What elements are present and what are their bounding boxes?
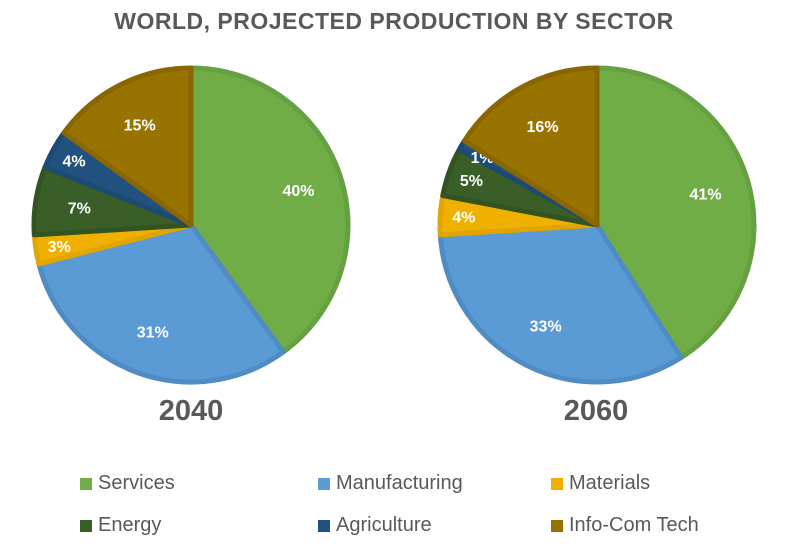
chart-title: WORLD, PROJECTED PRODUCTION BY SECTOR	[114, 8, 674, 34]
pie-slice-manufacturing	[36, 222, 286, 385]
legend-item-energy: Energy	[80, 514, 161, 537]
legend-label: Materials	[569, 472, 651, 494]
data-label-services: 41%	[690, 186, 722, 203]
legend-item-agriculture: Agriculture	[318, 514, 432, 537]
year-label-2040: 2040	[158, 395, 224, 427]
data-label-manufacturing: 31%	[137, 324, 169, 341]
legend-swatch-agriculture	[318, 519, 330, 532]
legend-item-info-com-tech: Info-Com Tech	[551, 514, 699, 537]
legend-swatch-info-com-tech	[551, 519, 563, 532]
legend-label: Manufacturing	[336, 472, 463, 494]
legend-swatch-manufacturing	[318, 477, 330, 490]
data-label-info-com-tech: 16%	[527, 119, 559, 136]
legend-swatch-energy	[80, 519, 92, 532]
data-label-energy: 5%	[460, 173, 483, 190]
data-label-info-com-tech: 15%	[124, 117, 156, 134]
legend-label: Services	[98, 472, 175, 494]
data-label-energy: 7%	[68, 200, 91, 217]
data-label-manufacturing: 33%	[530, 319, 562, 336]
pie-2060: 41%33%4%5%1%16%	[437, 65, 757, 385]
pie-slice-info-com-tech	[61, 65, 194, 228]
legend-swatch-materials	[551, 477, 563, 490]
legend-label: Info-Com Tech	[569, 514, 699, 536]
legend-swatch-services	[80, 477, 92, 490]
data-label-agriculture: 4%	[62, 154, 85, 171]
data-label-materials: 4%	[452, 210, 475, 227]
legend-item-materials: Materials	[551, 472, 650, 495]
pie-slice-services	[188, 65, 351, 355]
legend-item-services: Services	[80, 472, 175, 495]
data-label-materials: 3%	[48, 239, 71, 256]
pie-slice-info-com-tech	[461, 65, 600, 228]
data-label-services: 40%	[282, 183, 314, 200]
legend-label: Energy	[98, 514, 162, 536]
pie-2040: 40% 31% 3% 7% 4% 15%	[31, 65, 351, 385]
legend-label: Agriculture	[336, 514, 432, 536]
legend-item-manufacturing: Manufacturing	[318, 472, 463, 495]
year-label-2060: 2060	[563, 395, 629, 427]
pie-slice-manufacturing	[437, 222, 684, 385]
